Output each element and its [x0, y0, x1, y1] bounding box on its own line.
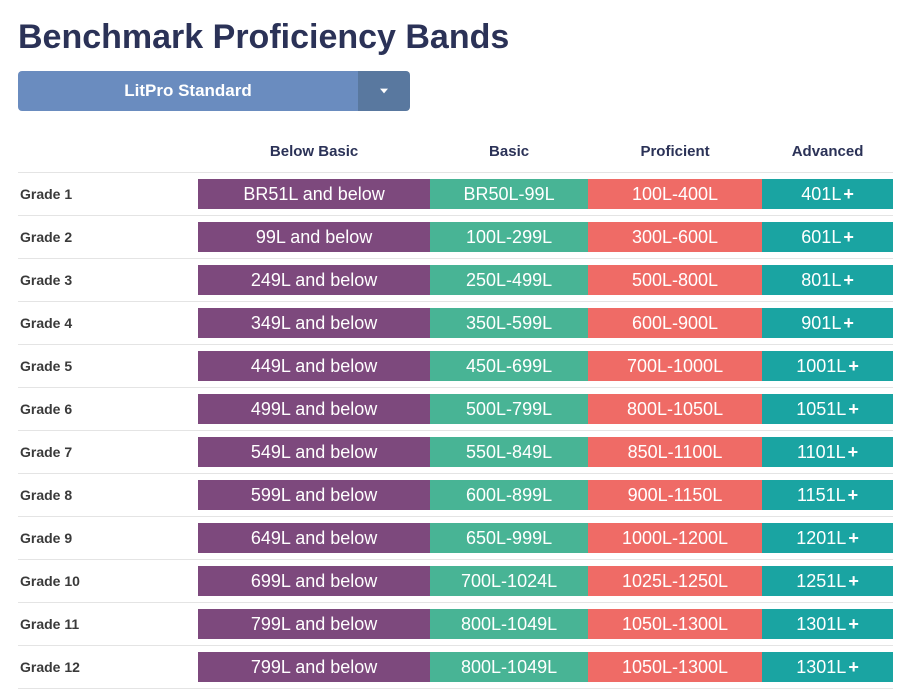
table-row: Grade 7549L and below550L-849L850L-1100L…	[18, 431, 893, 474]
plus-icon: +	[848, 528, 859, 548]
plus-icon: +	[848, 356, 859, 376]
advanced-cell: 401L+	[762, 173, 893, 216]
proficient-cell: 600L-900L	[588, 302, 762, 345]
col-header-basic: Basic	[430, 133, 588, 173]
grade-label: Grade 4	[18, 302, 198, 345]
advanced-cell: 1151L+	[762, 474, 893, 517]
below-basic-cell: 549L and below	[198, 431, 430, 474]
proficient-cell: 1050L-1300L	[588, 603, 762, 646]
advanced-cell: 801L+	[762, 259, 893, 302]
grade-label: Grade 8	[18, 474, 198, 517]
col-header-below-basic: Below Basic	[198, 133, 430, 173]
plus-icon: +	[848, 657, 859, 677]
chevron-down-icon[interactable]	[358, 71, 410, 111]
below-basic-cell: 349L and below	[198, 302, 430, 345]
basic-cell: 550L-849L	[430, 431, 588, 474]
plus-icon: +	[843, 184, 854, 204]
below-basic-cell: 699L and below	[198, 560, 430, 603]
below-basic-cell: 799L and below	[198, 646, 430, 689]
grade-label: Grade 2	[18, 216, 198, 259]
proficient-cell: 700L-1000L	[588, 345, 762, 388]
below-basic-cell: 249L and below	[198, 259, 430, 302]
below-basic-cell: BR51L and below	[198, 173, 430, 216]
plus-icon: +	[848, 442, 859, 462]
plus-icon: +	[848, 485, 859, 505]
advanced-cell: 1301L+	[762, 646, 893, 689]
proficient-cell: 1025L-1250L	[588, 560, 762, 603]
basic-cell: BR50L-99L	[430, 173, 588, 216]
plus-icon: +	[843, 270, 854, 290]
table-header-row: Below Basic Basic Proficient Advanced	[18, 133, 893, 173]
basic-cell: 700L-1024L	[430, 560, 588, 603]
grade-label: Grade 1	[18, 173, 198, 216]
table-row: Grade 8599L and below600L-899L900L-1150L…	[18, 474, 893, 517]
proficient-cell: 900L-1150L	[588, 474, 762, 517]
basic-cell: 600L-899L	[430, 474, 588, 517]
below-basic-cell: 99L and below	[198, 216, 430, 259]
table-row: Grade 11799L and below800L-1049L1050L-13…	[18, 603, 893, 646]
basic-cell: 650L-999L	[430, 517, 588, 560]
grade-label: Grade 10	[18, 560, 198, 603]
table-row: Grade 1BR51L and belowBR50L-99L100L-400L…	[18, 173, 893, 216]
basic-cell: 100L-299L	[430, 216, 588, 259]
basic-cell: 450L-699L	[430, 345, 588, 388]
plus-icon: +	[848, 614, 859, 634]
below-basic-cell: 799L and below	[198, 603, 430, 646]
basic-cell: 500L-799L	[430, 388, 588, 431]
basic-cell: 800L-1049L	[430, 646, 588, 689]
advanced-cell: 1001L+	[762, 345, 893, 388]
page-title: Benchmark Proficiency Bands	[18, 18, 893, 57]
grade-label: Grade 6	[18, 388, 198, 431]
grade-label: Grade 11	[18, 603, 198, 646]
advanced-cell: 1301L+	[762, 603, 893, 646]
standard-dropdown-label: LitPro Standard	[18, 71, 358, 111]
table-row: Grade 9649L and below650L-999L1000L-1200…	[18, 517, 893, 560]
grade-label: Grade 3	[18, 259, 198, 302]
col-header-proficient: Proficient	[588, 133, 762, 173]
below-basic-cell: 499L and below	[198, 388, 430, 431]
proficient-cell: 1000L-1200L	[588, 517, 762, 560]
basic-cell: 800L-1049L	[430, 603, 588, 646]
advanced-cell: 1201L+	[762, 517, 893, 560]
basic-cell: 350L-599L	[430, 302, 588, 345]
grade-label: Grade 9	[18, 517, 198, 560]
table-row: Grade 4349L and below350L-599L600L-900L9…	[18, 302, 893, 345]
proficient-cell: 1050L-1300L	[588, 646, 762, 689]
plus-icon: +	[848, 399, 859, 419]
grade-label: Grade 12	[18, 646, 198, 689]
proficient-cell: 300L-600L	[588, 216, 762, 259]
proficiency-table: Below Basic Basic Proficient Advanced Gr…	[18, 133, 893, 689]
advanced-cell: 1051L+	[762, 388, 893, 431]
table-row: Grade 3249L and below250L-499L500L-800L8…	[18, 259, 893, 302]
table-row: Grade 299L and below100L-299L300L-600L60…	[18, 216, 893, 259]
proficient-cell: 850L-1100L	[588, 431, 762, 474]
grade-label: Grade 7	[18, 431, 198, 474]
advanced-cell: 1251L+	[762, 560, 893, 603]
table-row: Grade 5449L and below450L-699L700L-1000L…	[18, 345, 893, 388]
plus-icon: +	[843, 227, 854, 247]
standard-dropdown[interactable]: LitPro Standard	[18, 71, 893, 111]
grade-label: Grade 5	[18, 345, 198, 388]
plus-icon: +	[843, 313, 854, 333]
col-header-advanced: Advanced	[762, 133, 893, 173]
below-basic-cell: 649L and below	[198, 517, 430, 560]
proficient-cell: 500L-800L	[588, 259, 762, 302]
table-row: Grade 12799L and below800L-1049L1050L-13…	[18, 646, 893, 689]
below-basic-cell: 449L and below	[198, 345, 430, 388]
advanced-cell: 1101L+	[762, 431, 893, 474]
below-basic-cell: 599L and below	[198, 474, 430, 517]
advanced-cell: 601L+	[762, 216, 893, 259]
basic-cell: 250L-499L	[430, 259, 588, 302]
table-row: Grade 6499L and below500L-799L800L-1050L…	[18, 388, 893, 431]
proficient-cell: 100L-400L	[588, 173, 762, 216]
plus-icon: +	[848, 571, 859, 591]
col-header-grade	[18, 133, 198, 173]
advanced-cell: 901L+	[762, 302, 893, 345]
table-row: Grade 10699L and below700L-1024L1025L-12…	[18, 560, 893, 603]
proficient-cell: 800L-1050L	[588, 388, 762, 431]
